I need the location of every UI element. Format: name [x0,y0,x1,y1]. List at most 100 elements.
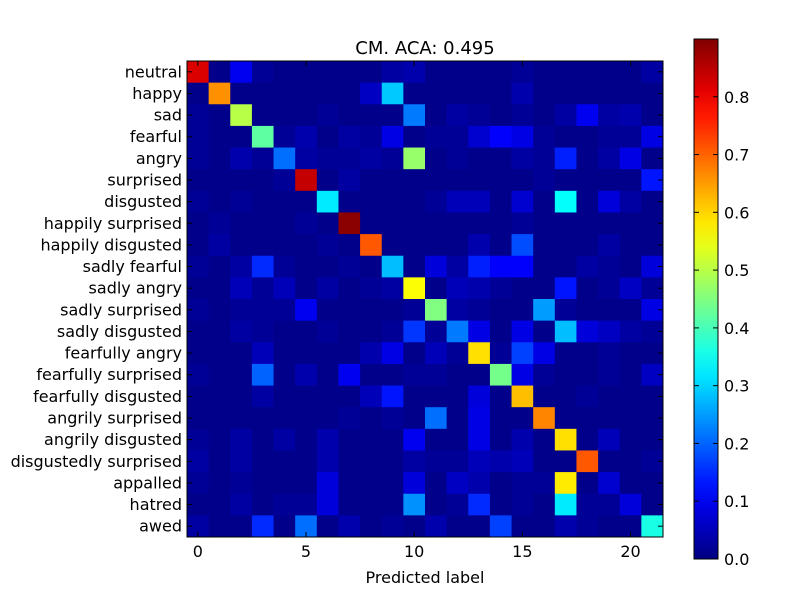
heatmap-cell [338,125,361,148]
heatmap-cell [381,472,404,495]
heatmap-cell [360,212,383,235]
heatmap-cell [295,428,318,451]
heatmap-cell [381,61,404,84]
heatmap-cell [230,82,253,105]
y-tick-label: disgustedly surprised [11,452,182,471]
heatmap-cell [403,104,426,127]
heatmap-cell [187,428,210,451]
heatmap-cell [425,320,448,343]
heatmap-cell [641,82,664,105]
heatmap-cell [511,472,534,495]
y-tick-label: disgusted [104,192,182,211]
heatmap-cell [273,342,296,365]
heatmap-cell [641,147,664,170]
heatmap-cell [511,212,534,235]
heatmap-cell [208,385,231,408]
heatmap-cell [187,212,210,235]
heatmap-cell [598,255,621,278]
heatmap-cell [446,515,469,538]
heatmap-cell [468,407,491,430]
heatmap-cell [598,299,621,322]
heatmap-cell [641,234,664,257]
heatmap-cell [273,320,296,343]
heatmap-cell [511,147,534,170]
heatmap-cell [381,342,404,365]
heatmap-cell [230,169,253,192]
heatmap-cell [641,190,664,213]
heatmap-cell [295,255,318,278]
heatmap-cell [511,277,534,300]
colorbar-tick-label: 0.7 [724,146,749,165]
heatmap-cell [489,428,512,451]
heatmap-cell [273,82,296,105]
heatmap-cell [641,277,664,300]
heatmap-cell [273,515,296,538]
heatmap-cell [251,472,274,495]
heatmap-cell [489,342,512,365]
heatmap-cell [554,450,577,473]
heatmap-cell [208,363,231,386]
heatmap-cell [360,190,383,213]
colorbar-tick-label: 0.5 [724,261,749,280]
heatmap-cell [230,363,253,386]
heatmap-cell [554,277,577,300]
heatmap-cell [489,169,512,192]
heatmap-cell [446,255,469,278]
heatmap-cell [251,428,274,451]
heatmap-cell [446,234,469,257]
heatmap-cell [251,234,274,257]
heatmap-cell [425,277,448,300]
heatmap-cell [641,385,664,408]
heatmap-cell [619,428,642,451]
heatmap-cell [187,125,210,148]
heatmap-cell [446,147,469,170]
heatmap-cell [251,450,274,473]
heatmap-cell [295,147,318,170]
heatmap-cell [425,255,448,278]
heatmap-cell [208,342,231,365]
heatmap-cell [187,61,210,84]
heatmap-cell [273,450,296,473]
heatmap-cell [251,104,274,127]
heatmap-cell [381,428,404,451]
heatmap-cell [403,61,426,84]
heatmap-cell [295,190,318,213]
y-tick-label: awed [139,517,182,536]
heatmap-cell [425,385,448,408]
heatmap-cell [251,190,274,213]
heatmap-cell [554,190,577,213]
heatmap-cell [381,299,404,322]
heatmap-cell [338,299,361,322]
heatmap-cell [554,299,577,322]
y-tick-label: appalled [113,473,182,492]
heatmap-cell [489,363,512,386]
heatmap-cell [619,125,642,148]
heatmap-cell [554,169,577,192]
heatmap-cell [533,428,556,451]
heatmap-cell [533,147,556,170]
heatmap-cell [187,407,210,430]
y-tick-label: happily disgusted [40,235,182,254]
heatmap-cell [425,147,448,170]
heatmap-cell [576,255,599,278]
heatmap-cell [576,234,599,257]
heatmap-cell [208,190,231,213]
heatmap-cell [381,212,404,235]
heatmap-cell [316,320,339,343]
heatmap-cell [251,493,274,516]
heatmap-cell [489,190,512,213]
heatmap-cell [554,82,577,105]
y-axis: neutral happy sad fearful angry surprised disg… [11,62,663,536]
x-tick-label: 0 [193,542,203,561]
heatmap-cell [489,147,512,170]
heatmap-cell [295,212,318,235]
heatmap-cell [251,255,274,278]
heatmap-cell [425,234,448,257]
heatmap-cell [316,255,339,278]
heatmap-cell [425,515,448,538]
heatmap-cell [403,450,426,473]
heatmap-cell [598,493,621,516]
heatmap-cell [598,147,621,170]
heatmap-cell [338,472,361,495]
heatmap-cell [576,299,599,322]
